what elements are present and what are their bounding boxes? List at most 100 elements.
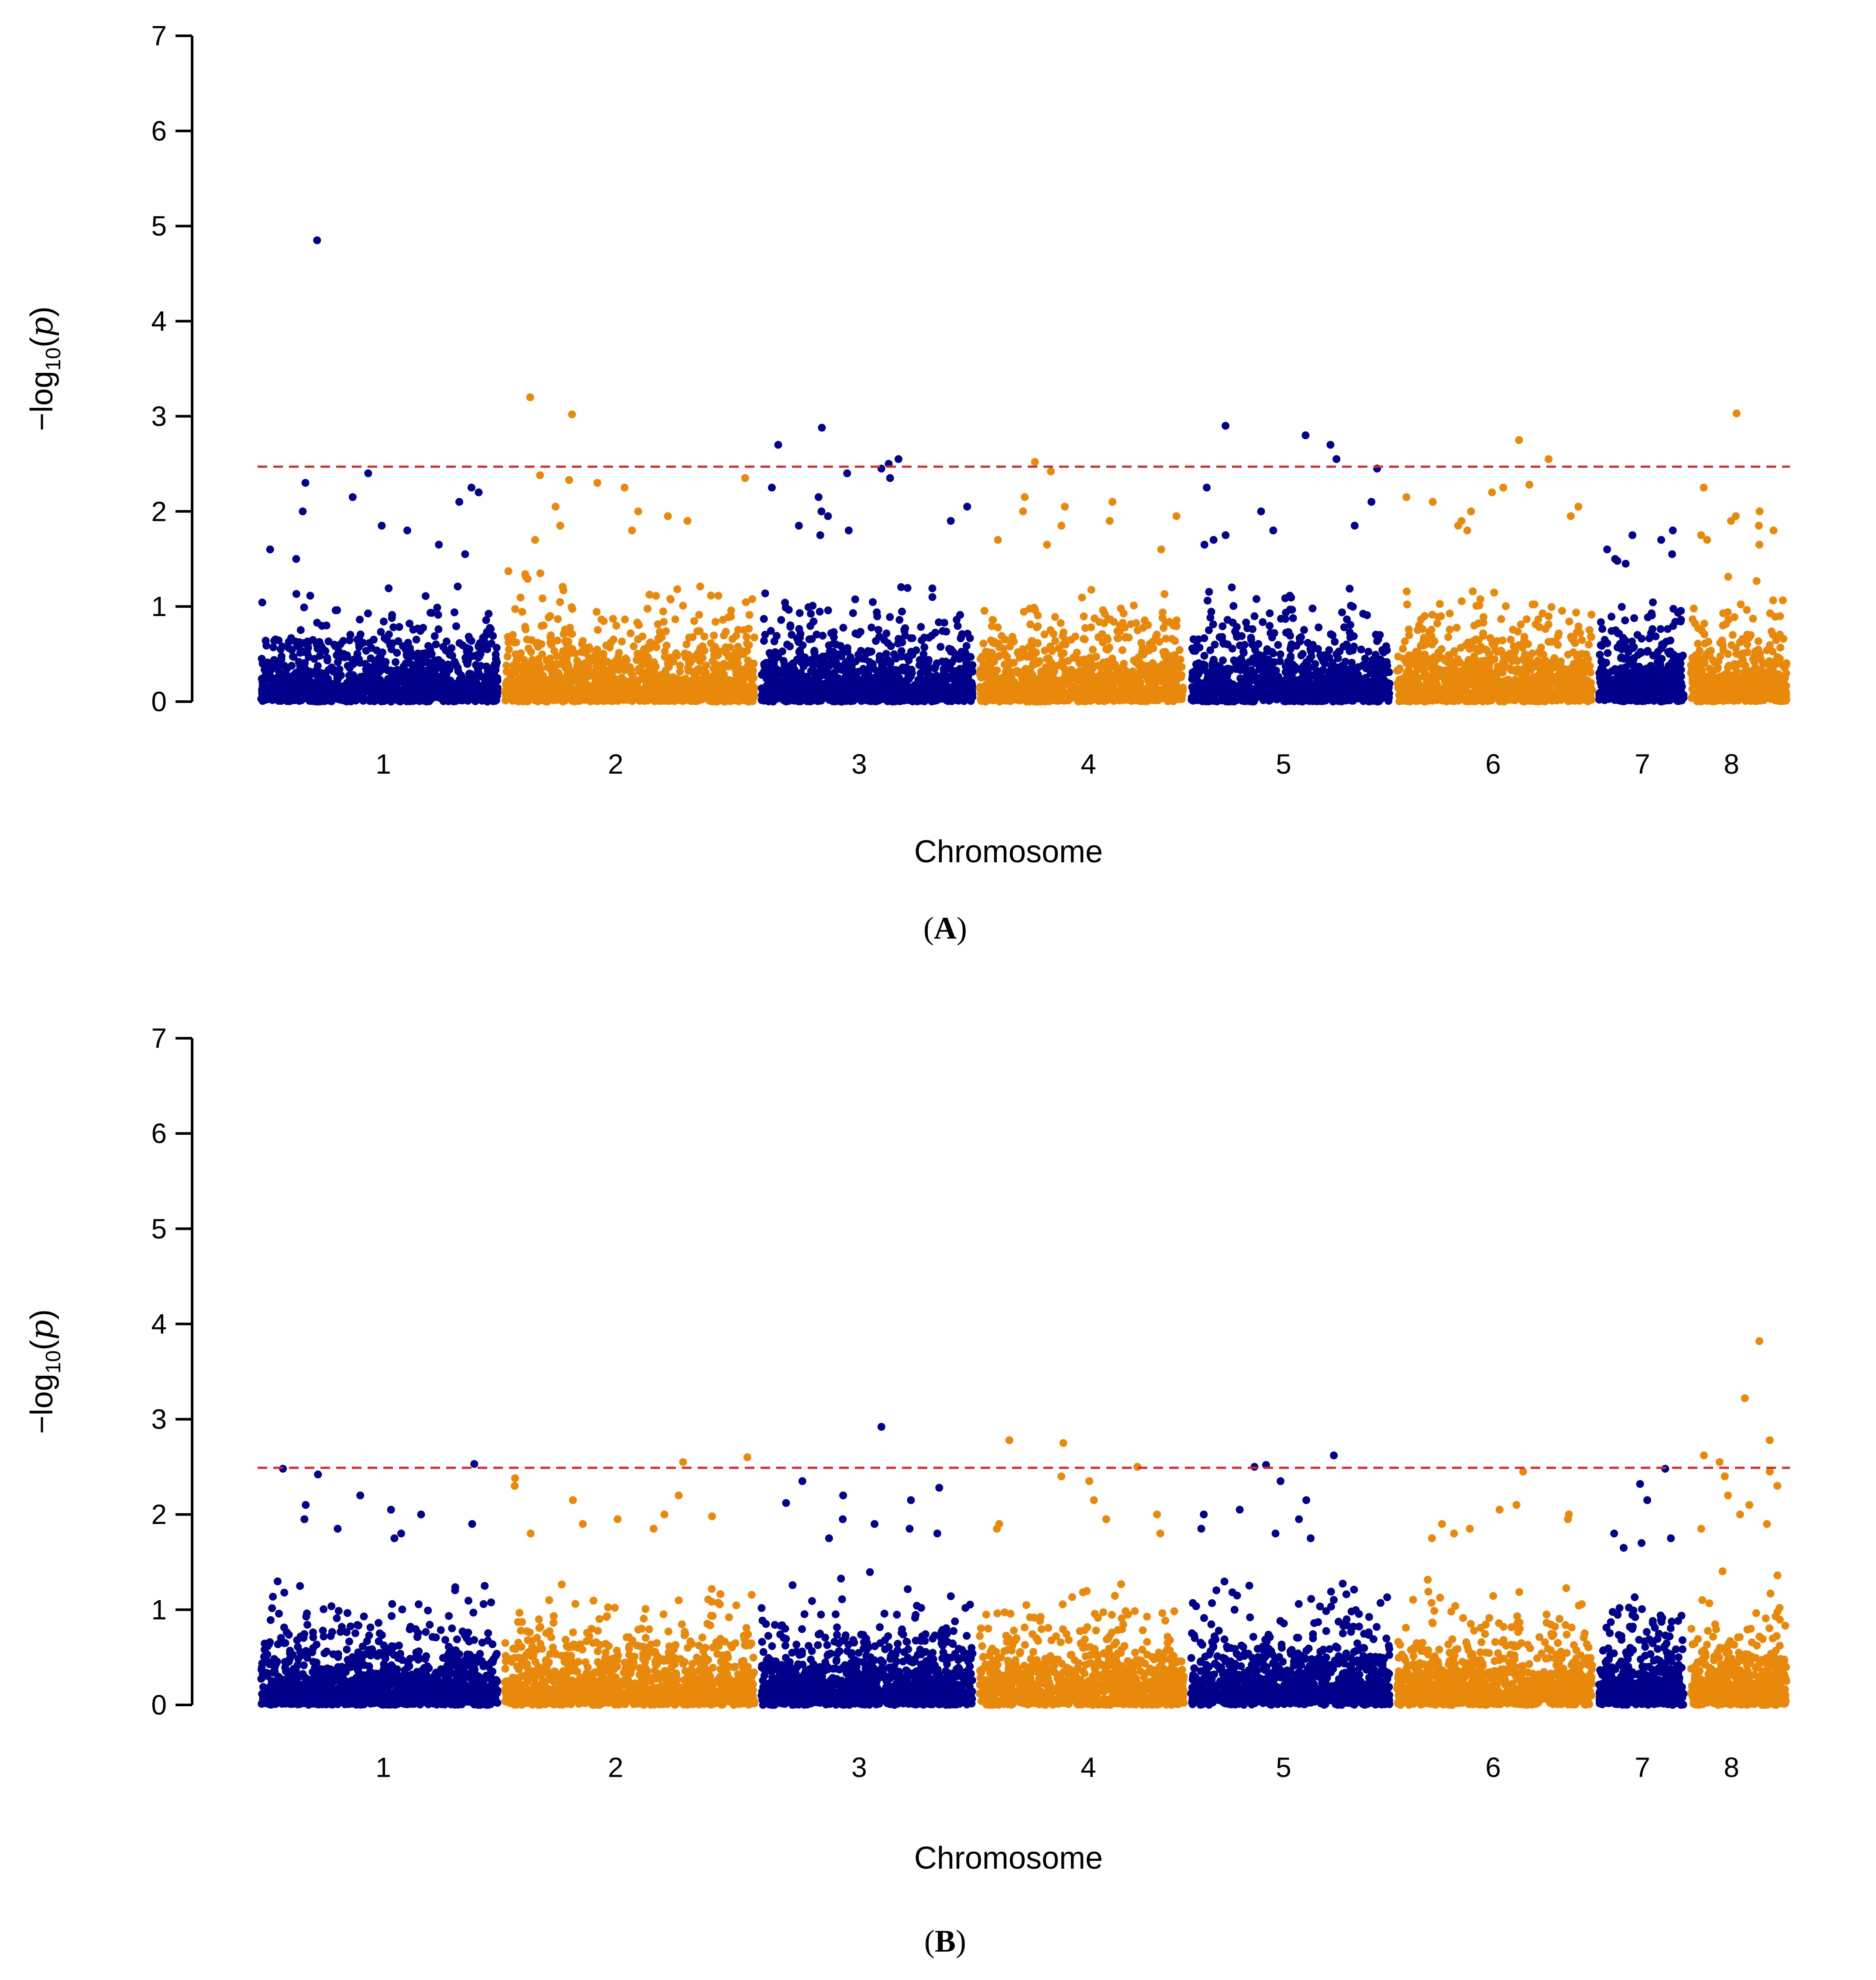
snp-point [1087, 623, 1095, 631]
snp-point [565, 650, 573, 658]
snp-point [528, 636, 536, 644]
snp-point [515, 651, 523, 659]
snp-point [313, 668, 322, 677]
snp-point [588, 654, 596, 662]
snp-point [262, 667, 270, 675]
snp-point [793, 693, 801, 701]
snp-point [406, 620, 413, 628]
snp-point [386, 641, 394, 649]
snp-point-peak [313, 236, 321, 244]
snp-point [690, 617, 699, 625]
snp-point [1259, 618, 1267, 626]
snp-point [848, 694, 856, 702]
snp-point [1088, 695, 1096, 703]
snp-point [776, 678, 784, 686]
snp-point [738, 686, 747, 695]
snp-point-peak [768, 483, 776, 492]
snp-point-peak [994, 536, 1002, 544]
snp-point [612, 622, 620, 630]
snp-point [1048, 647, 1056, 655]
snp-point [301, 659, 309, 667]
snp-point-peak [1043, 541, 1051, 549]
snp-point [940, 665, 948, 673]
snp-point-peak [593, 479, 602, 487]
snp-point [952, 667, 960, 675]
snp-point [901, 624, 909, 632]
snp-point [412, 635, 420, 644]
snp-point [928, 584, 936, 592]
snp-point [809, 617, 818, 626]
snp-point [918, 636, 926, 644]
snp-point-peak [1057, 522, 1066, 530]
snp-point [897, 647, 905, 655]
snp-point [373, 661, 381, 668]
snp-point [300, 603, 308, 612]
snp-point-peak [817, 507, 826, 516]
snp-point [956, 675, 964, 683]
snp-point [306, 592, 314, 600]
snp-point [274, 664, 282, 672]
snp-point-peak [455, 498, 463, 506]
snp-point [968, 687, 976, 695]
snp-point [678, 697, 687, 705]
snp-point [750, 634, 758, 641]
snp-point [873, 608, 881, 616]
snp-point [1152, 632, 1160, 640]
snp-point [529, 670, 537, 678]
snp-point [444, 661, 452, 669]
snp-point [1137, 639, 1146, 647]
snp-point [771, 648, 779, 656]
snp-point [825, 641, 833, 650]
snp-point [1095, 695, 1104, 703]
snp-point [546, 634, 554, 642]
snp-point [438, 677, 447, 685]
snp-point [368, 695, 377, 703]
snp-point [347, 685, 355, 694]
snp-point [726, 682, 734, 691]
snp-point [889, 676, 897, 685]
snp-point [695, 611, 703, 619]
snp-point [427, 666, 435, 675]
snp-point [672, 675, 681, 683]
snp-point [666, 659, 674, 667]
snp-point [385, 584, 393, 592]
snp-point [1177, 673, 1185, 682]
snp-point [1043, 683, 1052, 691]
snp-point-peak [1157, 545, 1165, 554]
snp-point [488, 670, 496, 678]
snp-point [451, 685, 459, 693]
snp-point [691, 675, 699, 684]
snp-point-peak [818, 424, 826, 432]
snp-point [763, 682, 771, 690]
snp-point [1179, 686, 1187, 694]
chromosome-1-points [257, 236, 502, 706]
snp-point-peak [531, 536, 539, 544]
snp-point [987, 636, 995, 644]
chromosome-2-points [501, 393, 758, 706]
snp-point [1097, 670, 1105, 678]
snp-point [1057, 619, 1065, 627]
snp-point [957, 633, 965, 641]
snp-point [855, 685, 864, 694]
snp-point [287, 634, 295, 642]
snp-point [455, 639, 464, 647]
snp-point [901, 631, 909, 640]
snp-point [258, 598, 266, 606]
snp-point-peak [403, 526, 411, 534]
snp-point [1130, 601, 1138, 609]
snp-point [331, 606, 340, 614]
snp-point [457, 671, 465, 679]
snp-point-peak [551, 503, 560, 511]
snp-point [904, 685, 912, 694]
snp-point [481, 677, 489, 685]
snp-point [740, 671, 748, 680]
snp-point [547, 688, 555, 696]
snp-point [592, 677, 600, 685]
snp-point [1154, 669, 1162, 677]
snp-point-peak [1172, 512, 1181, 520]
snp-point [656, 628, 664, 636]
snp-point [673, 585, 682, 593]
snp-point [1075, 676, 1083, 685]
snp-point [812, 671, 820, 679]
snp-point [886, 613, 894, 621]
